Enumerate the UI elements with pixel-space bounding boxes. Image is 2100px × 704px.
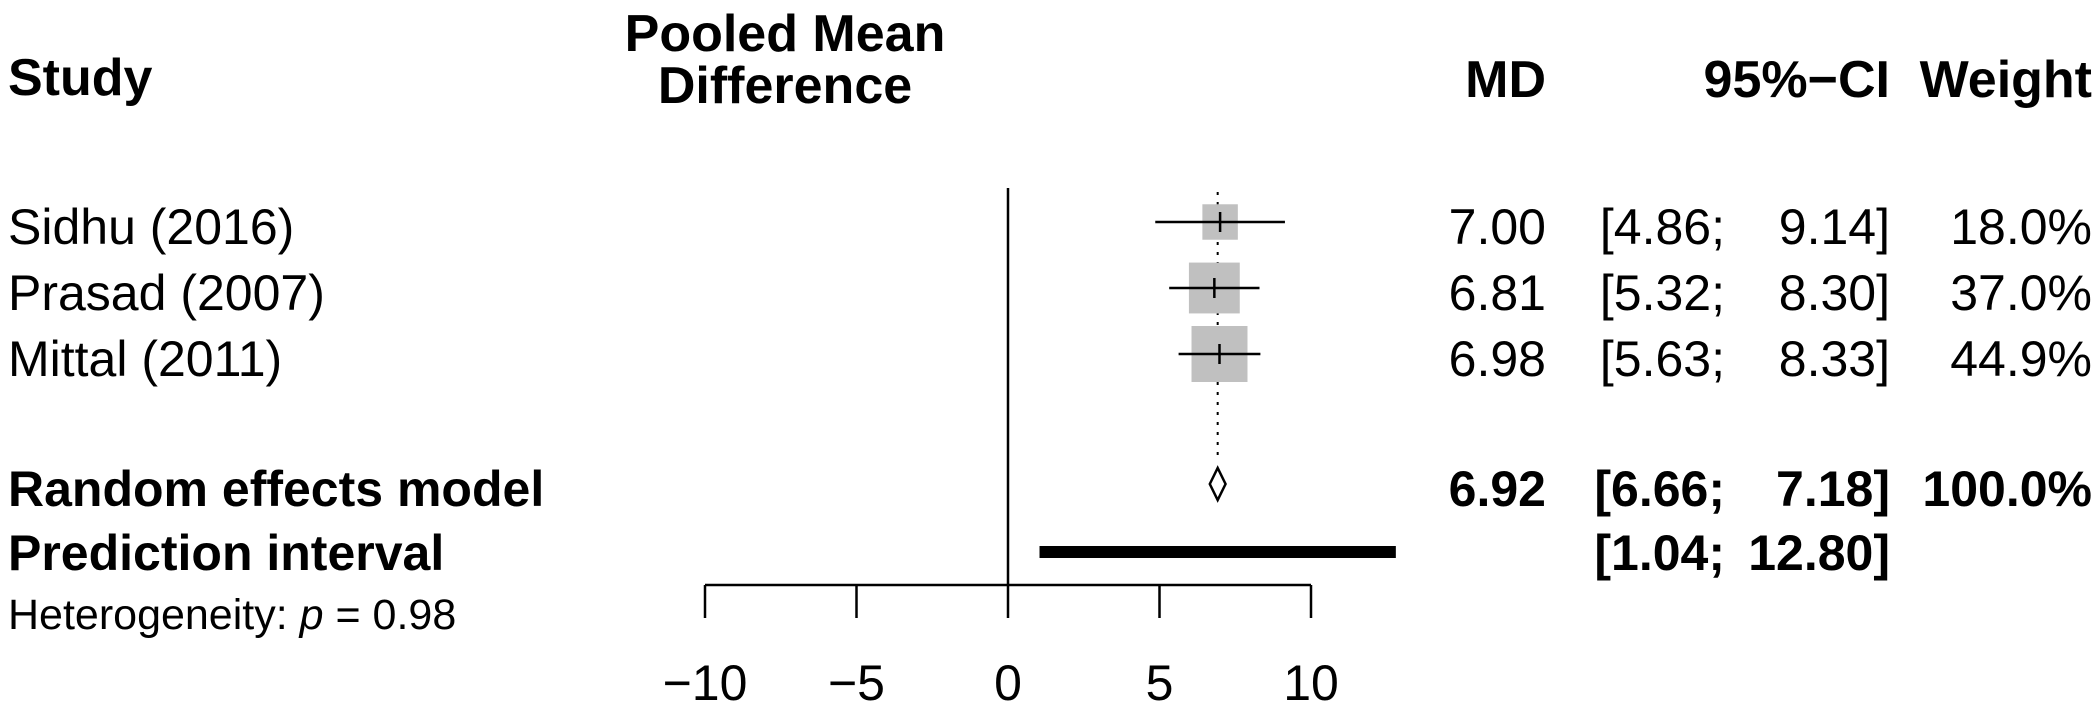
- study-md: 6.98: [1448, 331, 1546, 387]
- column-header-study: Study: [8, 49, 153, 107]
- pooled-weight: 100.0%: [1922, 461, 2092, 517]
- study-md: 6.81: [1448, 265, 1546, 321]
- column-header-md: MD: [1465, 51, 1546, 109]
- pooled-md: 6.92: [1448, 461, 1546, 517]
- heterogeneity-prefix: Heterogeneity:: [8, 591, 300, 639]
- heterogeneity-text: Heterogeneity: p = 0.98: [8, 594, 456, 637]
- pooled-ci-lower: [6.66;: [1594, 461, 1725, 517]
- study-weight: 44.9%: [1950, 331, 2092, 387]
- heterogeneity-p-symbol: p: [299, 591, 324, 639]
- x-axis-tick-label: −5: [828, 655, 885, 704]
- x-axis-tick-label: 0: [994, 655, 1022, 704]
- pooled-diamond: [1208, 465, 1227, 503]
- study-ci-lower: [4.86;: [1599, 199, 1725, 255]
- study-ci-upper: 9.14]: [1778, 199, 1890, 255]
- prediction-interval-bar: [1039, 546, 1396, 558]
- x-axis-tick-label: 10: [1283, 655, 1339, 704]
- heterogeneity-suffix: = 0.98: [323, 591, 457, 639]
- chart-title-line-1: Pooled Mean: [624, 5, 946, 63]
- study-name: Mittal (2011): [8, 331, 283, 387]
- study-weight: 37.0%: [1950, 265, 2092, 321]
- study-name: Sidhu (2016): [8, 199, 295, 255]
- column-header-weight: Weight: [1919, 51, 2092, 109]
- x-axis-tick-label: −10: [663, 655, 748, 704]
- study-ci-upper: 8.30]: [1778, 265, 1890, 321]
- column-header-ci: 95%−CI: [1703, 51, 1890, 109]
- study-ci-lower: [5.63;: [1599, 331, 1725, 387]
- study-weight: 18.0%: [1950, 199, 2092, 255]
- pooled-ci-upper: 7.18]: [1776, 461, 1890, 517]
- prediction-label: Prediction interval: [8, 525, 445, 581]
- study-ci-upper: 8.33]: [1778, 331, 1890, 387]
- study-ci-lower: [5.32;: [1599, 265, 1725, 321]
- study-name: Prasad (2007): [8, 265, 325, 321]
- pooled-label: Random effects model: [8, 461, 545, 517]
- study-md: 7.00: [1448, 199, 1546, 255]
- x-axis-tick-label: 5: [1146, 655, 1174, 704]
- prediction-ci-lower: [1.04;: [1594, 525, 1725, 581]
- chart-title-line-2: Difference: [657, 57, 913, 115]
- prediction-ci-upper: 12.80]: [1748, 525, 1890, 581]
